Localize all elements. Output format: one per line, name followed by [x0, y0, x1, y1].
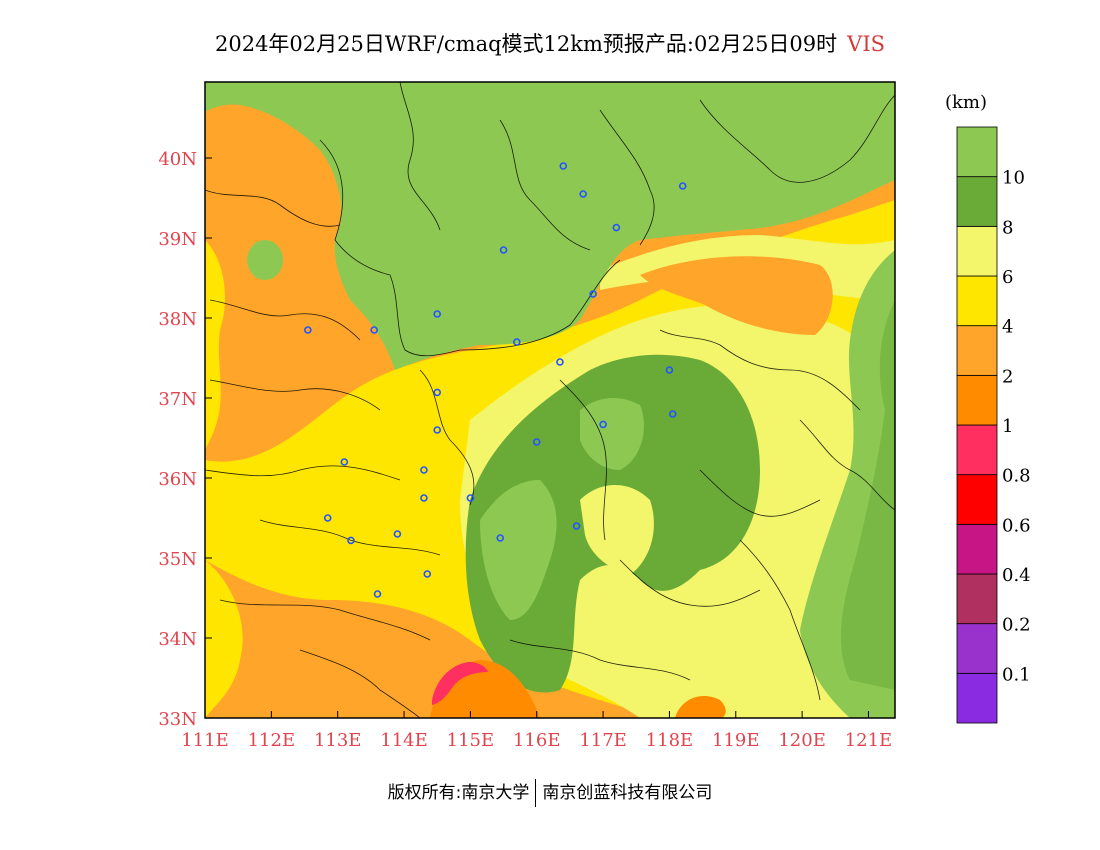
- station-markers: [304, 162, 687, 598]
- y-tick-label: 39N: [158, 229, 197, 250]
- station-marker: [678, 182, 687, 190]
- x-tick-label: 113E: [314, 730, 362, 751]
- legend-label: 0.4: [1002, 565, 1031, 586]
- x-tick-label: 117E: [579, 730, 627, 751]
- map-frame: [204, 81, 896, 719]
- station-marker: [323, 514, 332, 522]
- y-axis: 33N 34N 35N 36N 37N 38N 39N 40N: [158, 149, 212, 730]
- legend-swatch: [956, 623, 998, 674]
- title-text: 2024年02月25日WRF/cmaq模式12km预报产品:02月25日09时: [214, 32, 838, 56]
- station-marker: [496, 534, 505, 542]
- legend-swatch: [956, 325, 998, 376]
- legend-label: 0.8: [1002, 466, 1031, 487]
- y-tick-label: 33N: [158, 709, 197, 730]
- station-marker: [589, 290, 597, 298]
- legend-label: 10: [1002, 168, 1025, 189]
- legend-swatch: [956, 176, 998, 227]
- station-marker: [612, 223, 621, 232]
- station-marker: [556, 358, 564, 366]
- x-tick-label: 115E: [447, 730, 495, 751]
- x-tick-label: 118E: [646, 730, 694, 751]
- station-marker: [393, 530, 402, 538]
- y-tick-label: 34N: [158, 629, 197, 650]
- station-marker: [304, 326, 312, 334]
- color-legend: (km) 0.1 0.2 0.4 0.6 0.8 1 2 4 6 8 10: [945, 92, 1031, 724]
- station-marker: [668, 410, 677, 418]
- legend-swatch: [956, 374, 998, 426]
- visibility-field: [205, 82, 895, 718]
- station-marker: [340, 458, 349, 466]
- station-marker: [532, 438, 541, 446]
- station-marker: [347, 536, 355, 545]
- x-tick-label: 121E: [845, 730, 893, 751]
- x-tick-label: 119E: [712, 730, 760, 751]
- y-tick-label: 38N: [158, 309, 197, 330]
- map-title: 2024年02月25日WRF/cmaq模式12km预报产品:02月25日09时 V…: [0, 28, 1100, 58]
- station-marker: [599, 420, 607, 429]
- y-tick-label: 36N: [158, 469, 197, 490]
- legend-swatch: [956, 474, 998, 525]
- legend-label: 0.2: [1002, 615, 1031, 636]
- x-tick-label: 116E: [513, 730, 561, 751]
- station-marker: [579, 190, 587, 198]
- station-marker: [499, 246, 508, 254]
- variable-name: VIS: [847, 32, 886, 56]
- footer-divider: [535, 779, 537, 807]
- legend-swatch: [956, 275, 998, 327]
- x-axis: 111E 112E 113E 114E 115E 116E 117E 118E 119E 120E…: [181, 711, 892, 751]
- station-marker: [433, 388, 442, 397]
- station-marker: [370, 326, 378, 334]
- legend-swatch: [956, 523, 998, 575]
- legend-label: 6: [1002, 267, 1013, 288]
- legend-swatch: [956, 573, 998, 625]
- station-marker: [466, 494, 475, 502]
- station-marker: [433, 426, 442, 434]
- station-marker: [559, 162, 568, 170]
- station-marker: [423, 570, 432, 578]
- legend-swatch: [956, 126, 998, 178]
- station-marker: [433, 310, 442, 318]
- station-marker: [373, 590, 382, 598]
- legend-label: 2: [1002, 366, 1013, 387]
- legend-label: 4: [1002, 317, 1013, 338]
- copyright-left: 版权所有:南京大学: [387, 783, 530, 803]
- y-tick-label: 37N: [158, 389, 197, 410]
- legend-unit: (km): [945, 92, 987, 113]
- legend-label: 0.6: [1002, 515, 1031, 536]
- station-marker: [572, 522, 581, 530]
- x-tick-label: 111E: [181, 730, 229, 751]
- x-tick-label: 112E: [248, 730, 296, 751]
- station-marker: [420, 466, 428, 474]
- legend-label: 0.1: [1002, 664, 1031, 685]
- y-tick-label: 40N: [158, 149, 197, 170]
- legend-swatch: [956, 225, 998, 277]
- station-marker: [420, 494, 428, 502]
- y-tick-label: 35N: [158, 549, 197, 570]
- copyright-right: 南京创蓝科技有限公司: [542, 783, 713, 803]
- copyright-footer: 版权所有:南京大学 南京创蓝科技有限公司: [0, 778, 1100, 807]
- legend-swatch: [956, 672, 998, 724]
- legend-label: 8: [1002, 217, 1013, 238]
- station-marker: [665, 366, 674, 374]
- x-tick-label: 120E: [778, 730, 826, 751]
- station-marker: [513, 338, 521, 346]
- legend-swatch: [956, 424, 998, 476]
- x-tick-label: 114E: [380, 730, 428, 751]
- legend-label: 1: [1002, 416, 1013, 437]
